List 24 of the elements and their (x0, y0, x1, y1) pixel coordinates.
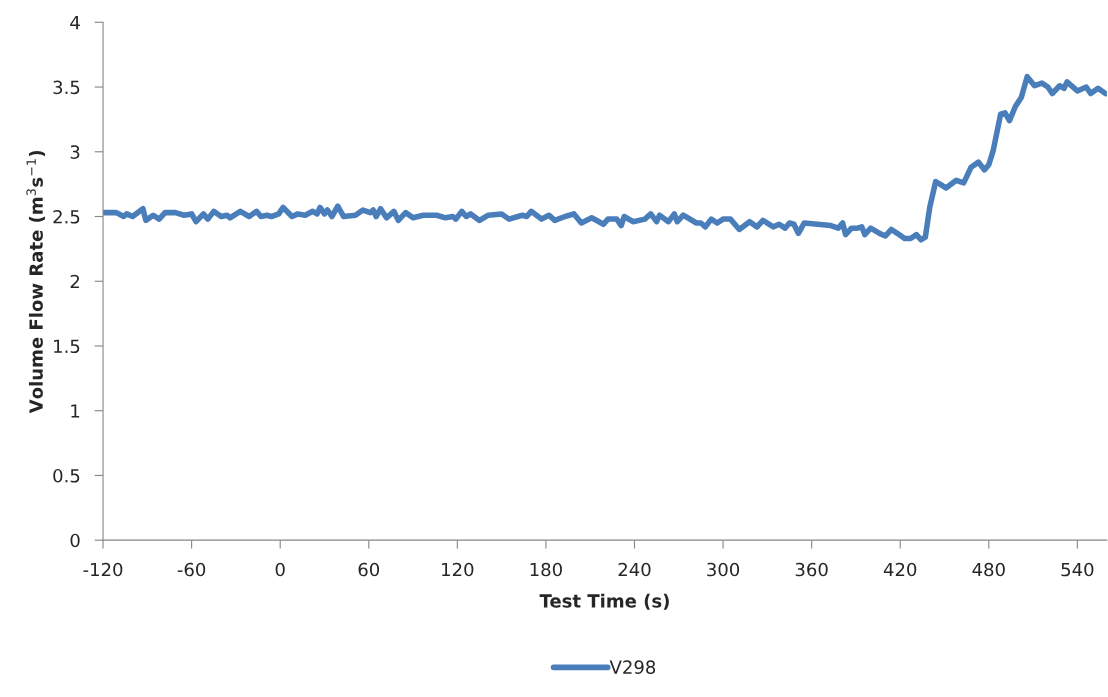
y-tick-label: 1 (71, 404, 80, 418)
x-axis-title: Test Time (s) (539, 593, 669, 610)
y-tick-label: 3 (70, 145, 80, 159)
y-tick-label: 3.5 (53, 80, 80, 95)
x-tick-label: 420 (883, 562, 917, 577)
x-tick-label: 0 (275, 562, 285, 577)
x-tick-label: 120 (442, 562, 474, 577)
x-tick-label: -120 (83, 562, 123, 577)
legend-label: V298 (609, 660, 656, 674)
x-tick-label: 540 (1061, 562, 1094, 577)
y-tick-label: 0.5 (53, 468, 80, 483)
y-axis-title: Volume Flow Rate (m$^{3}$s$^{−1}$) (26, 150, 46, 414)
x-tick-label: 360 (795, 562, 828, 577)
y-tick-label: 2.5 (53, 209, 80, 224)
y-tick-label: 1.5 (54, 339, 80, 354)
x-tick-label: 180 (530, 562, 562, 577)
y-tick-label: 4 (70, 16, 80, 30)
x-tick-label: 480 (972, 562, 1005, 577)
x-tick-label: 240 (618, 562, 651, 577)
x-tick-label: 60 (358, 562, 380, 577)
y-tick-label: 0 (70, 533, 80, 548)
y-tick-label: 2 (70, 274, 80, 289)
x-tick-label: 300 (707, 562, 740, 577)
x-tick-label: -60 (177, 562, 206, 577)
